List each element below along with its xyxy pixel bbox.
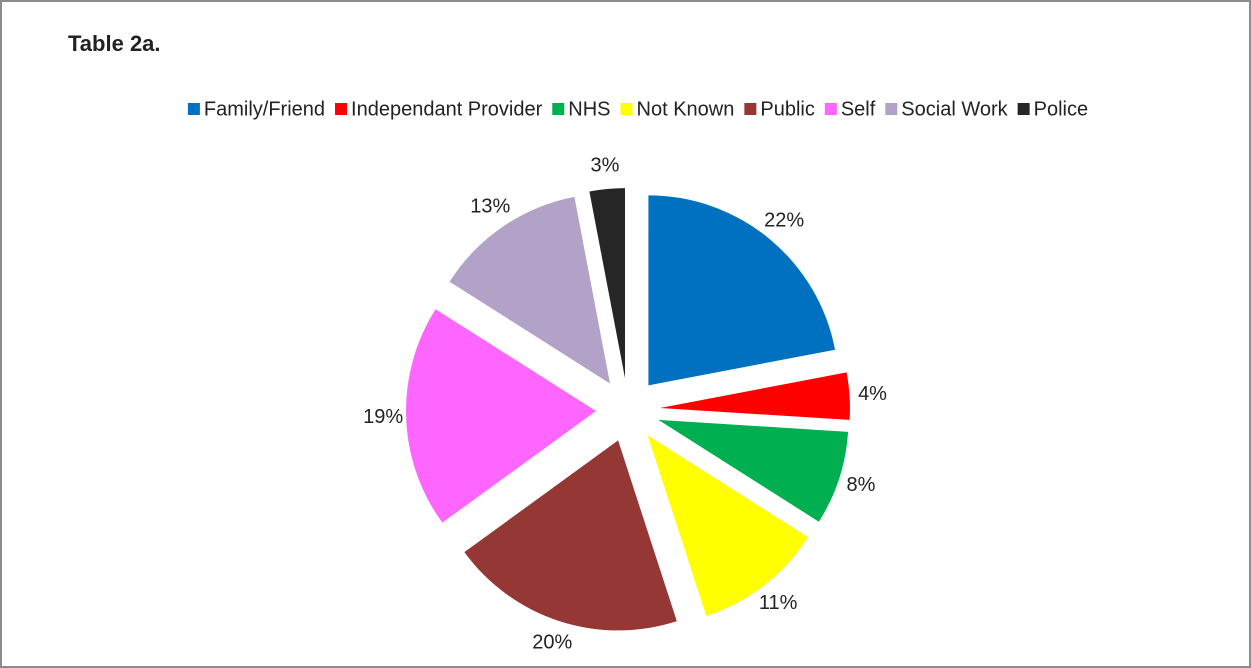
- legend-swatch: [824, 103, 837, 115]
- pie-slice: [449, 196, 611, 384]
- legend-label: Family/Friend: [204, 98, 325, 120]
- legend-swatch: [335, 103, 348, 115]
- chart-title: Table 2a.: [68, 31, 161, 56]
- data-label: 13%: [470, 196, 510, 218]
- data-label: 22%: [764, 210, 804, 232]
- data-label: 3%: [590, 154, 619, 176]
- legend-label: NHS: [568, 98, 610, 120]
- pie-slice: [658, 419, 849, 522]
- data-label: 8%: [847, 474, 876, 496]
- pie-slice: [464, 440, 677, 631]
- data-label: 19%: [363, 406, 403, 428]
- legend-label: Police: [1034, 98, 1088, 120]
- pie-slice: [589, 188, 625, 379]
- pie-slice: [647, 435, 809, 616]
- legend-swatch: [744, 103, 757, 115]
- legend: Family/Friend Independant Provider NHS Not …: [187, 98, 1088, 120]
- legend-label: Self: [841, 98, 876, 120]
- pie-slice: [659, 372, 850, 420]
- data-label: 11%: [759, 592, 798, 614]
- legend-swatch: [552, 103, 565, 115]
- legend-label: Not Known: [637, 98, 735, 120]
- data-label: 20%: [532, 631, 572, 653]
- legend-label: Public: [760, 98, 814, 120]
- data-label: 4%: [858, 383, 887, 405]
- legend-swatch: [620, 103, 633, 115]
- legend-swatch: [187, 103, 200, 115]
- legend-swatch: [885, 103, 898, 115]
- legend-swatch: [1017, 103, 1030, 115]
- pie-slice: [406, 309, 597, 523]
- legend-label: Independant Provider: [351, 98, 543, 120]
- legend-label: Social Work: [901, 98, 1008, 120]
- pie-slice: [648, 195, 836, 386]
